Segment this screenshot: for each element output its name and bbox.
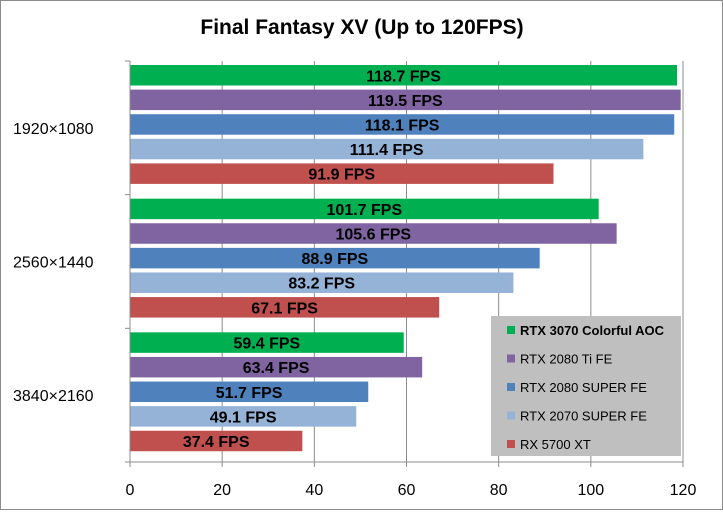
bar [130, 114, 675, 135]
x-tick-label: 80 [490, 482, 508, 499]
bar [130, 138, 644, 160]
bar-data-label: 119.5 FPS [368, 93, 443, 110]
legend-label: RX 5700 XT [520, 437, 591, 452]
bar [130, 163, 554, 184]
x-tick-label: 20 [213, 482, 231, 499]
bar [130, 65, 678, 86]
bar [130, 198, 599, 220]
bar-data-label: 67.1 FPS [251, 300, 318, 317]
bar [130, 223, 617, 244]
x-tick-label: 40 [305, 482, 323, 499]
bar [130, 332, 404, 353]
bar-data-label: 49.1 FPS [210, 409, 277, 426]
bar-data-label: 88.9 FPS [301, 251, 368, 268]
legend-swatch [507, 326, 515, 334]
legend-label: RTX 2080 SUPER FE [520, 380, 647, 395]
bar [130, 356, 423, 378]
y-category-label: 3840×2160 [13, 388, 94, 405]
x-tick-label: 0 [126, 482, 135, 499]
legend-swatch [507, 440, 515, 448]
x-tick-label: 120 [670, 482, 697, 499]
bar-data-label: 59.4 FPS [234, 336, 301, 353]
bar-data-label: 105.6 FPS [336, 227, 412, 244]
bar [130, 381, 369, 403]
bar [130, 247, 540, 269]
bar-data-label: 101.7 FPS [327, 202, 403, 219]
bar-data-label: 51.7 FPS [216, 385, 283, 402]
bar-data-label: 111.4 FPS [350, 142, 424, 159]
legend-swatch [507, 411, 515, 420]
bar-data-label: 37.4 FPS [183, 434, 250, 451]
bar-data-label: 118.1 FPS [365, 117, 440, 134]
bar [130, 430, 303, 452]
x-tick-label: 60 [398, 482, 416, 499]
x-tick-label: 100 [577, 482, 604, 499]
y-category-label: 1920×1080 [13, 121, 94, 138]
bar-data-label: 118.7 FPS [366, 68, 441, 85]
bar [130, 406, 357, 427]
chart-title: Final Fantasy XV (Up to 120FPS) [200, 16, 523, 39]
legend-swatch [507, 354, 515, 363]
bar-data-label: 83.2 FPS [288, 276, 355, 293]
bar [130, 89, 681, 111]
bar-data-label: 91.9 FPS [308, 167, 375, 184]
legend-label: RTX 3070 Colorful AOC [520, 323, 665, 338]
legend-label: RTX 2080 Ti FE [520, 352, 613, 367]
bar [130, 272, 514, 293]
y-category-label: 2560×1440 [13, 255, 94, 272]
legend-label: RTX 2070 SUPER FE [520, 409, 647, 424]
legend-swatch [507, 383, 515, 391]
bar [130, 297, 440, 318]
legend-box [491, 316, 681, 456]
bar-data-label: 63.4 FPS [243, 360, 310, 377]
